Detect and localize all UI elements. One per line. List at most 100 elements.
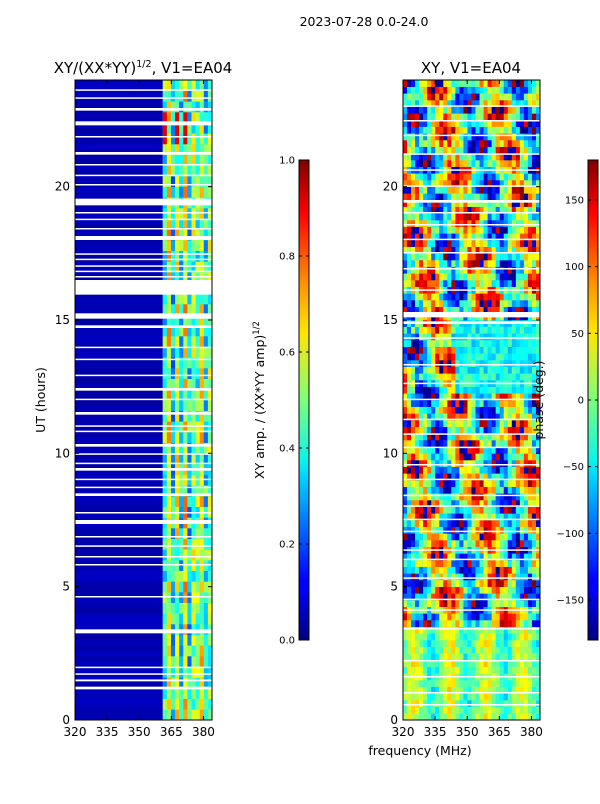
phase-flagged-row: [403, 238, 540, 241]
phase-cell: [507, 193, 513, 201]
phase-cell: [435, 640, 440, 647]
phase-cell: [511, 353, 517, 361]
phase-cell: [515, 680, 521, 687]
phase-cell: [475, 700, 480, 707]
phase-cell: [427, 120, 432, 127]
phase-cell: [403, 80, 408, 87]
phase-cell: [531, 520, 537, 527]
phase-cell: [443, 386, 448, 394]
phase-cell: [451, 426, 456, 434]
phase-cell: [407, 346, 412, 354]
amplitude-cell: [183, 666, 188, 678]
phase-cell: [495, 580, 501, 587]
phase-cell: [459, 466, 464, 474]
phase-cell: [511, 513, 517, 521]
phase-cell: [515, 633, 521, 641]
phase-cell: [511, 413, 517, 421]
phase-cell: [503, 680, 509, 687]
phase-flagged-row: [403, 418, 540, 421]
phase-cell: [443, 493, 448, 501]
phase-cell: [515, 506, 521, 514]
phase-cell: [411, 680, 416, 687]
amplitude-cell: [166, 645, 172, 657]
amplitude-low-band-row: [75, 421, 163, 427]
phase-cell: [495, 566, 501, 574]
phase-cell: [447, 646, 452, 654]
phase-cell: [527, 280, 533, 287]
phase-cell: [447, 620, 452, 627]
amplitude-cell: [183, 293, 188, 305]
phase-cell: [427, 346, 432, 354]
phase-cell: [519, 360, 525, 367]
phase-cell: [491, 266, 496, 274]
amplitude-low-band-row: [75, 714, 163, 720]
phase-cell: [435, 706, 440, 714]
phase-cell: [491, 680, 496, 687]
phase-cell: [427, 413, 432, 421]
phase-cell: [439, 173, 444, 181]
amplitude-cell: [162, 581, 168, 593]
amplitude-cell: [187, 357, 192, 369]
phase-cell: [407, 106, 412, 114]
amplitude-cell: [195, 218, 200, 230]
phase-cell: [495, 180, 501, 187]
phase-cell: [431, 653, 436, 661]
phase-cell: [443, 533, 448, 541]
amplitude-cell: [179, 304, 184, 315]
amplitude-cell: [207, 80, 212, 91]
phase-cell: [455, 473, 460, 481]
amplitude-flagged-row: [75, 388, 212, 391]
phase-cell: [523, 413, 529, 421]
phase-cell: [419, 626, 424, 634]
phase-cell: [519, 280, 525, 287]
amplitude-cell: [203, 666, 209, 678]
phase-cell: [451, 513, 456, 521]
phase-cell: [519, 306, 525, 314]
phase-cell: [435, 560, 440, 567]
phase-cell: [463, 653, 468, 661]
phase-cell: [535, 206, 540, 214]
phase-cell: [443, 233, 448, 241]
phase-cell: [439, 220, 444, 227]
phase-cell: [471, 420, 476, 427]
phase-cell: [443, 333, 448, 341]
phase-cell: [535, 633, 540, 641]
phase-cell: [435, 500, 440, 507]
phase-cell: [515, 566, 521, 574]
amplitude-flagged-row: [75, 374, 212, 377]
phase-cell: [495, 160, 501, 167]
phase-cell: [523, 406, 529, 414]
phase-cell: [487, 206, 492, 214]
phase-xtick-label: 320: [392, 725, 415, 739]
amplitude-low-band-row: [75, 336, 163, 342]
phase-cell: [423, 206, 428, 214]
phase-cell: [471, 260, 476, 267]
phase-cell: [415, 133, 420, 141]
phase-cell: [467, 346, 472, 354]
phase-cell: [507, 660, 513, 667]
amplitude-cell: [207, 144, 212, 155]
phase-cell: [415, 480, 420, 487]
amplitude-cell: [191, 666, 196, 678]
phase-cell: [407, 193, 412, 201]
phase-cell: [459, 520, 464, 527]
phase-cell: [535, 693, 540, 701]
phase-cell: [463, 713, 468, 720]
phase-cell: [451, 346, 456, 354]
phase-ytick-label: 0: [390, 713, 398, 727]
phase-cell: [431, 160, 436, 167]
phase-cell: [463, 613, 468, 621]
phase-cell: [403, 373, 408, 381]
phase-cell: [459, 440, 464, 447]
phase-cell: [479, 600, 484, 607]
phase-cell: [519, 566, 525, 574]
amplitude-cell: [175, 709, 180, 720]
phase-cell: [483, 206, 488, 214]
amplitude-cell: [207, 165, 212, 177]
phase-cell: [411, 580, 416, 587]
phase-cell: [455, 346, 460, 354]
phase-cell: [471, 713, 476, 720]
phase-cell: [491, 353, 496, 361]
phase-cell: [403, 420, 408, 427]
phase-cell: [515, 533, 521, 541]
